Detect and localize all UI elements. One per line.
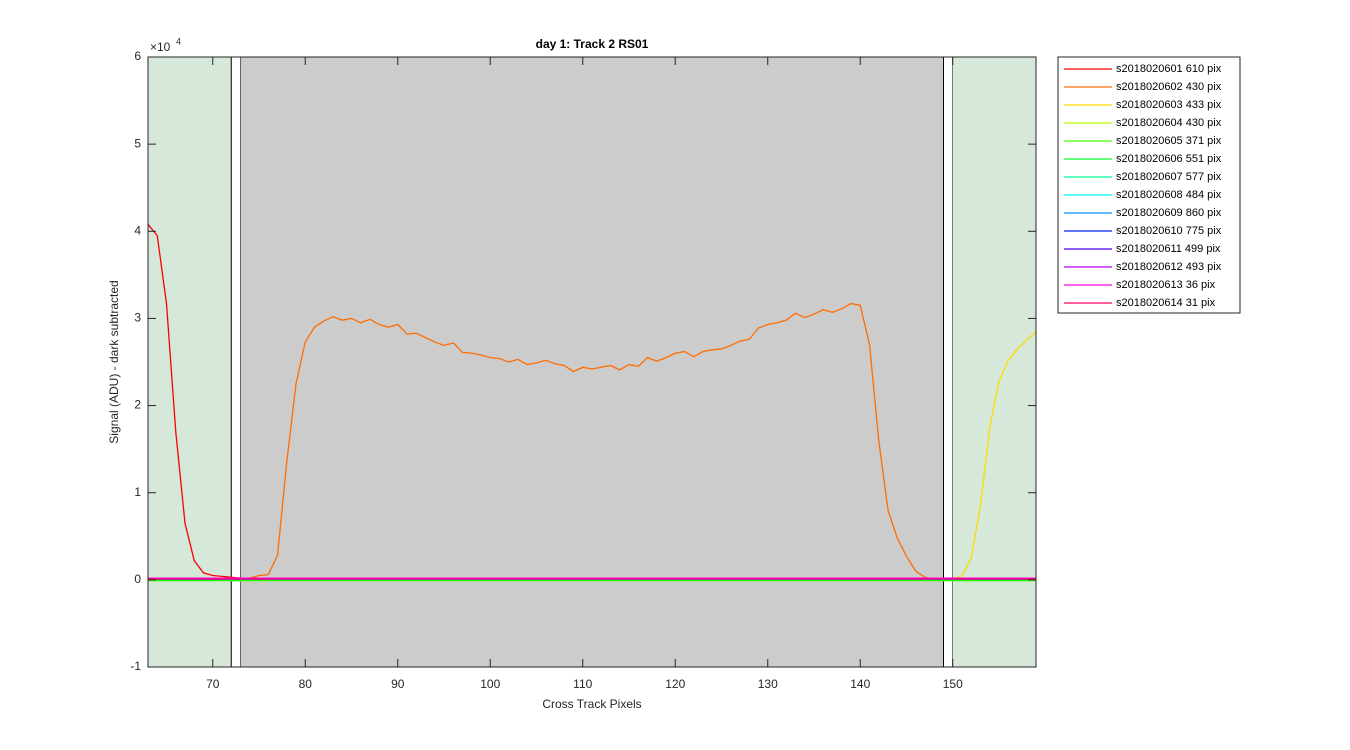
y-tick-label: 2 (134, 398, 141, 412)
legend-label: s2018020608 484 pix (1116, 189, 1222, 201)
y-tick-label: -1 (130, 659, 141, 673)
legend-label: s2018020609 860 pix (1116, 207, 1222, 219)
region (943, 56, 954, 668)
legend-box (1057, 56, 1241, 314)
legend-label: s2018020605 371 pix (1116, 135, 1222, 147)
y-axis-label: Signal (ADU) - dark subtracted (107, 280, 121, 443)
region (952, 57, 1036, 667)
y-tick-label: 5 (134, 136, 141, 150)
x-tick-label: 140 (850, 677, 870, 691)
axes: 70 80 90 100 110 120 130 140 150 -1 0 1 2 3 4 5 6 (130, 49, 1037, 691)
x-tick-label: 120 (665, 677, 685, 691)
x-tick-label: 80 (299, 677, 313, 691)
x-tick-label: 150 (943, 677, 963, 691)
legend-label: s2018020606 551 pix (1116, 153, 1222, 165)
y-multiplier-exponent: 4 (176, 36, 181, 46)
x-tick-label: 90 (391, 677, 405, 691)
legend-label: s2018020610 775 pix (1116, 225, 1222, 237)
y-tick-label: 3 (134, 311, 141, 325)
plot-lines (148, 223, 1036, 582)
x-axis-label: Cross Track Pixels (542, 697, 641, 711)
legend: s2018020601 610 pix s2018020602 430 pix s2… (1057, 56, 1241, 314)
region (230, 56, 241, 668)
y-tick-label: 4 (134, 223, 141, 237)
chart-title: day 1: Track 2 RS01 (536, 37, 649, 51)
y-tick-label: 6 (134, 49, 141, 63)
y-tick-label: 0 (134, 572, 141, 586)
region (240, 57, 944, 667)
y-tick-label: 1 (134, 485, 141, 499)
legend-label: s2018020611 499 pix (1116, 243, 1221, 255)
axes-box (147, 56, 1037, 668)
legend-label: s2018020614 31 pix (1116, 297, 1216, 309)
legend-label: s2018020604 430 pix (1116, 117, 1222, 129)
legend-label: s2018020607 577 pix (1116, 171, 1222, 183)
regions (148, 56, 1036, 668)
x-tick-label: 110 (573, 677, 592, 691)
legend-label: s2018020613 36 pix (1116, 279, 1216, 291)
legend-label: s2018020601 610 pix (1116, 63, 1222, 75)
legend-label: s2018020603 433 pix (1116, 99, 1222, 111)
y-multiplier-base: ×10 (150, 40, 171, 54)
legend-label: s2018020612 493 pix (1116, 261, 1222, 273)
legend-label: s2018020602 430 pix (1116, 81, 1222, 93)
x-tick-label: 100 (480, 677, 500, 691)
x-tick-label: 70 (206, 677, 220, 691)
series-line (148, 302, 1036, 581)
x-tick-label: 130 (758, 677, 778, 691)
region (148, 57, 232, 667)
